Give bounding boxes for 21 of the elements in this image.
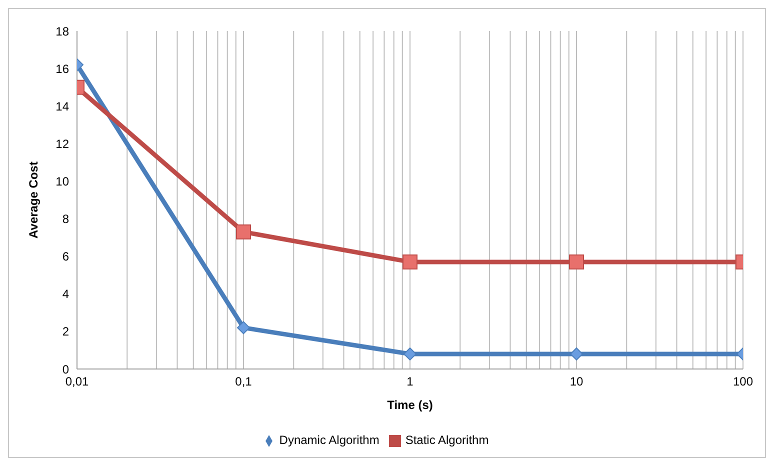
y-tick-label: 10 [56,174,70,188]
legend-label: Dynamic Algorithm [279,433,380,447]
y-tick-label: 4 [62,287,70,302]
x-tick-label: 1 [406,374,414,389]
y-axis-title: Average Cost [26,162,40,238]
point [402,254,418,270]
x-axis-title: Time (s) [387,398,433,412]
y-tick-label: 16 [56,62,70,76]
y-tick-label: 6 [62,250,70,264]
y-tick-label: 14 [56,99,70,114]
y-tick-label: 12 [56,136,70,151]
x-tick-label: 0,01 [65,374,89,389]
x-tick-label: 100 [732,374,754,389]
y-tick-label: 0 [62,362,70,376]
point [404,347,416,360]
y-tick-label: 2 [62,324,70,339]
x-tick-label: 0,1 [235,374,252,389]
x-tick-label: 10 [570,374,584,389]
y-tick-label: 8 [62,212,70,226]
legend-label: Static Algorithm [405,433,489,447]
y-tick-label: 18 [56,24,70,38]
